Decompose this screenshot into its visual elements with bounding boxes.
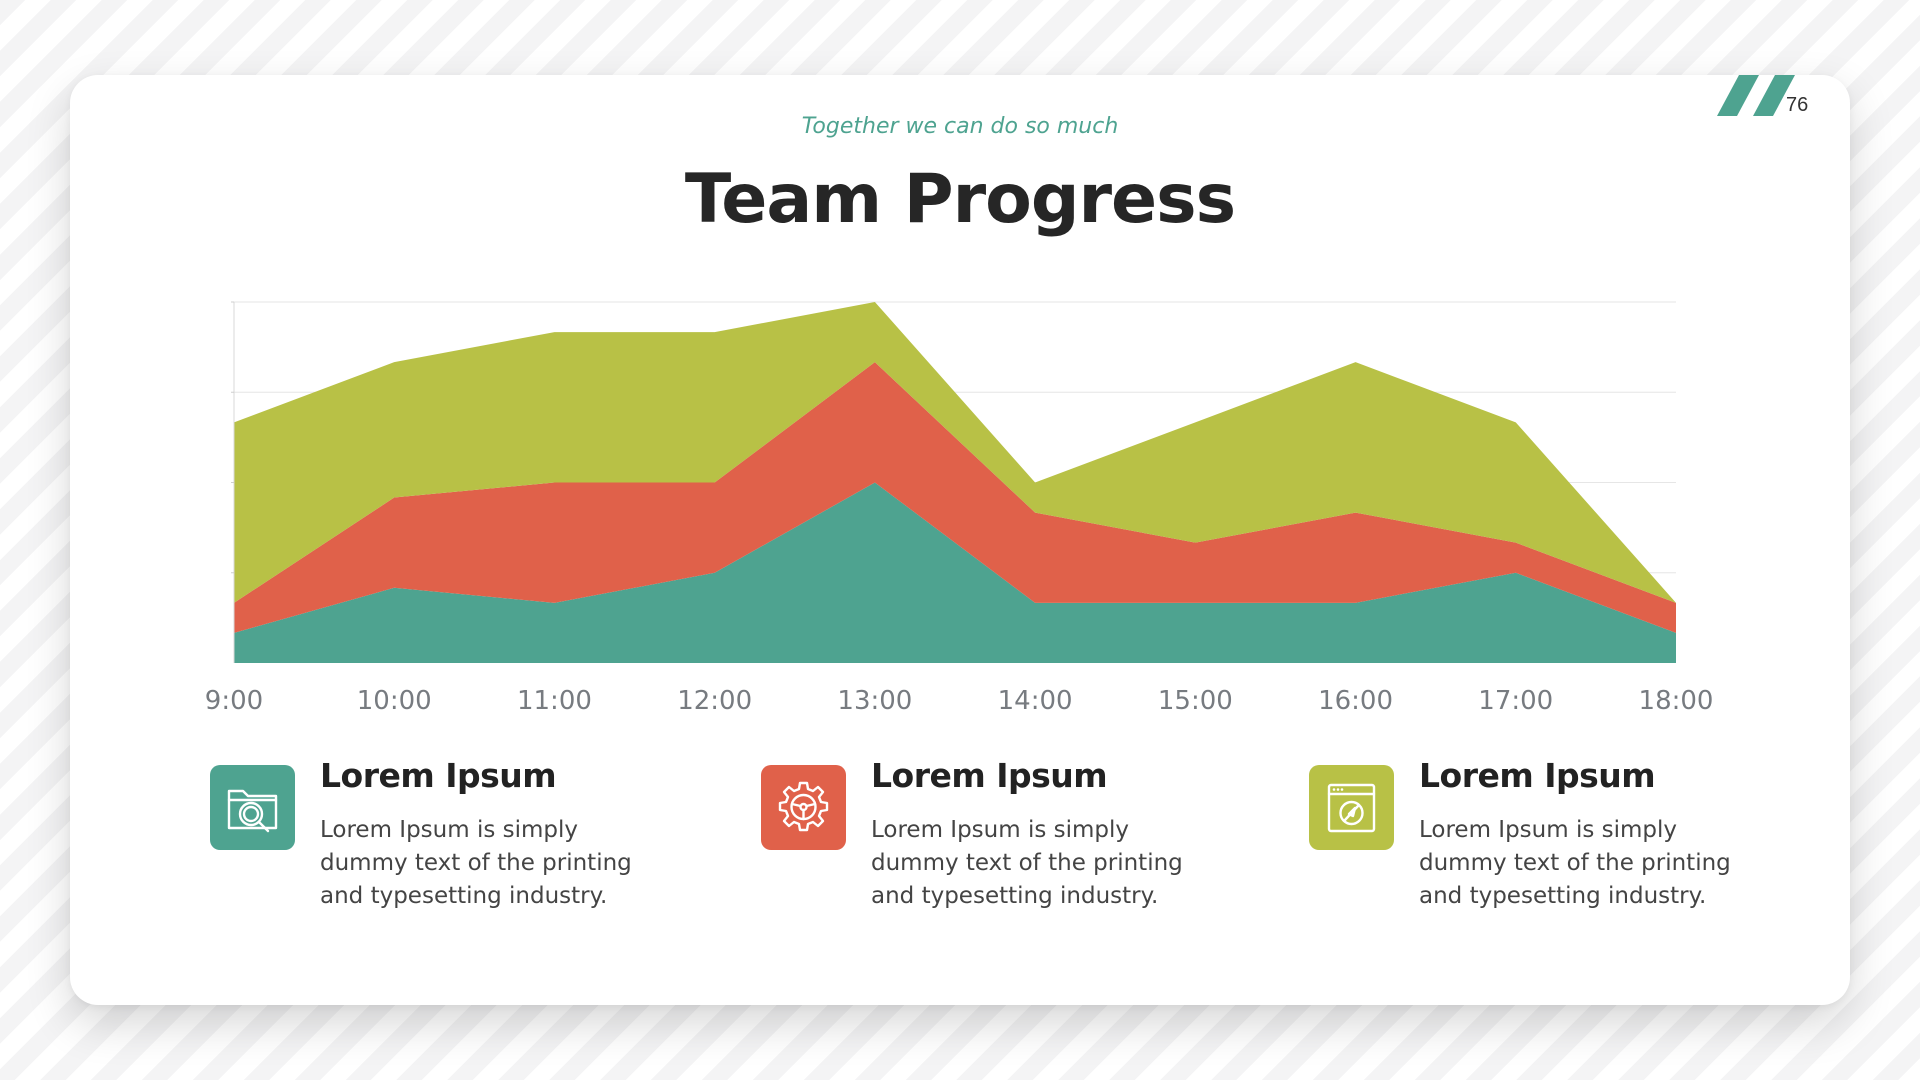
feature-item: Lorem Ipsum Lorem Ipsum is simply dummy … <box>210 756 690 922</box>
feature-title: Lorem Ipsum <box>1419 756 1656 795</box>
feature-description-line: dummy text of the printing <box>1419 850 1731 876</box>
feature-item: Lorem Ipsum Lorem Ipsum is simply dummy … <box>1309 756 1789 922</box>
x-axis-labels: 9:00 10:00 11:00 12:00 13:00 14:00 15:00 16:00 1… <box>205 686 1714 716</box>
feature-description-line: Lorem Ipsum is simply <box>1419 817 1678 843</box>
feature-icon-box <box>1309 765 1394 850</box>
gear-steering-icon <box>778 781 829 832</box>
chart-areas <box>234 302 1676 663</box>
feature-icon-box <box>210 765 295 850</box>
feature-icon-box <box>761 765 846 850</box>
folder-search-icon <box>227 789 278 833</box>
feature-description: Lorem Ipsum is simply dummy text of the … <box>320 814 640 913</box>
corner-stripes-decoration <box>1717 75 1795 116</box>
x-tick-label: 12:00 <box>677 686 752 716</box>
x-tick-label: 18:00 <box>1639 686 1714 716</box>
x-tick-label: 16:00 <box>1318 686 1393 716</box>
browser-compass-icon <box>1327 783 1376 833</box>
feature-description-line: dummy text of the printing <box>871 850 1183 876</box>
slide-title: Team Progress <box>684 160 1236 239</box>
feature-description-line: and typesetting industry. <box>320 883 608 909</box>
x-tick-label: 17:00 <box>1478 686 1553 716</box>
feature-description: Lorem Ipsum is simply dummy text of the … <box>871 814 1191 913</box>
feature-description-line: and typesetting industry. <box>871 883 1159 909</box>
area-series-3 <box>234 302 1676 603</box>
slide-subtitle: Together we can do so much <box>801 114 1119 139</box>
feature-description-line: Lorem Ipsum is simply <box>871 817 1130 843</box>
x-tick-label: 10:00 <box>357 686 432 716</box>
feature-description: Lorem Ipsum is simply dummy text of the … <box>1419 814 1739 913</box>
feature-description-line: and typesetting industry. <box>1419 883 1707 909</box>
feature-title: Lorem Ipsum <box>320 756 557 795</box>
area-series-1 <box>234 482 1676 663</box>
feature-description-line: dummy text of the printing <box>320 850 632 876</box>
page-number: 76 <box>1786 94 1809 116</box>
x-tick-label: 14:00 <box>998 686 1073 716</box>
x-tick-label: 15:00 <box>1158 686 1233 716</box>
feature-description-line: Lorem Ipsum is simply <box>320 817 579 843</box>
x-tick-label: 9:00 <box>205 686 263 716</box>
area-series-2 <box>234 362 1676 633</box>
chart-axis <box>231 301 235 663</box>
feature-item: Lorem Ipsum Lorem Ipsum is simply dummy … <box>761 756 1241 922</box>
x-tick-label: 13:00 <box>837 686 912 716</box>
x-tick-label: 11:00 <box>517 686 592 716</box>
feature-title: Lorem Ipsum <box>871 756 1108 795</box>
